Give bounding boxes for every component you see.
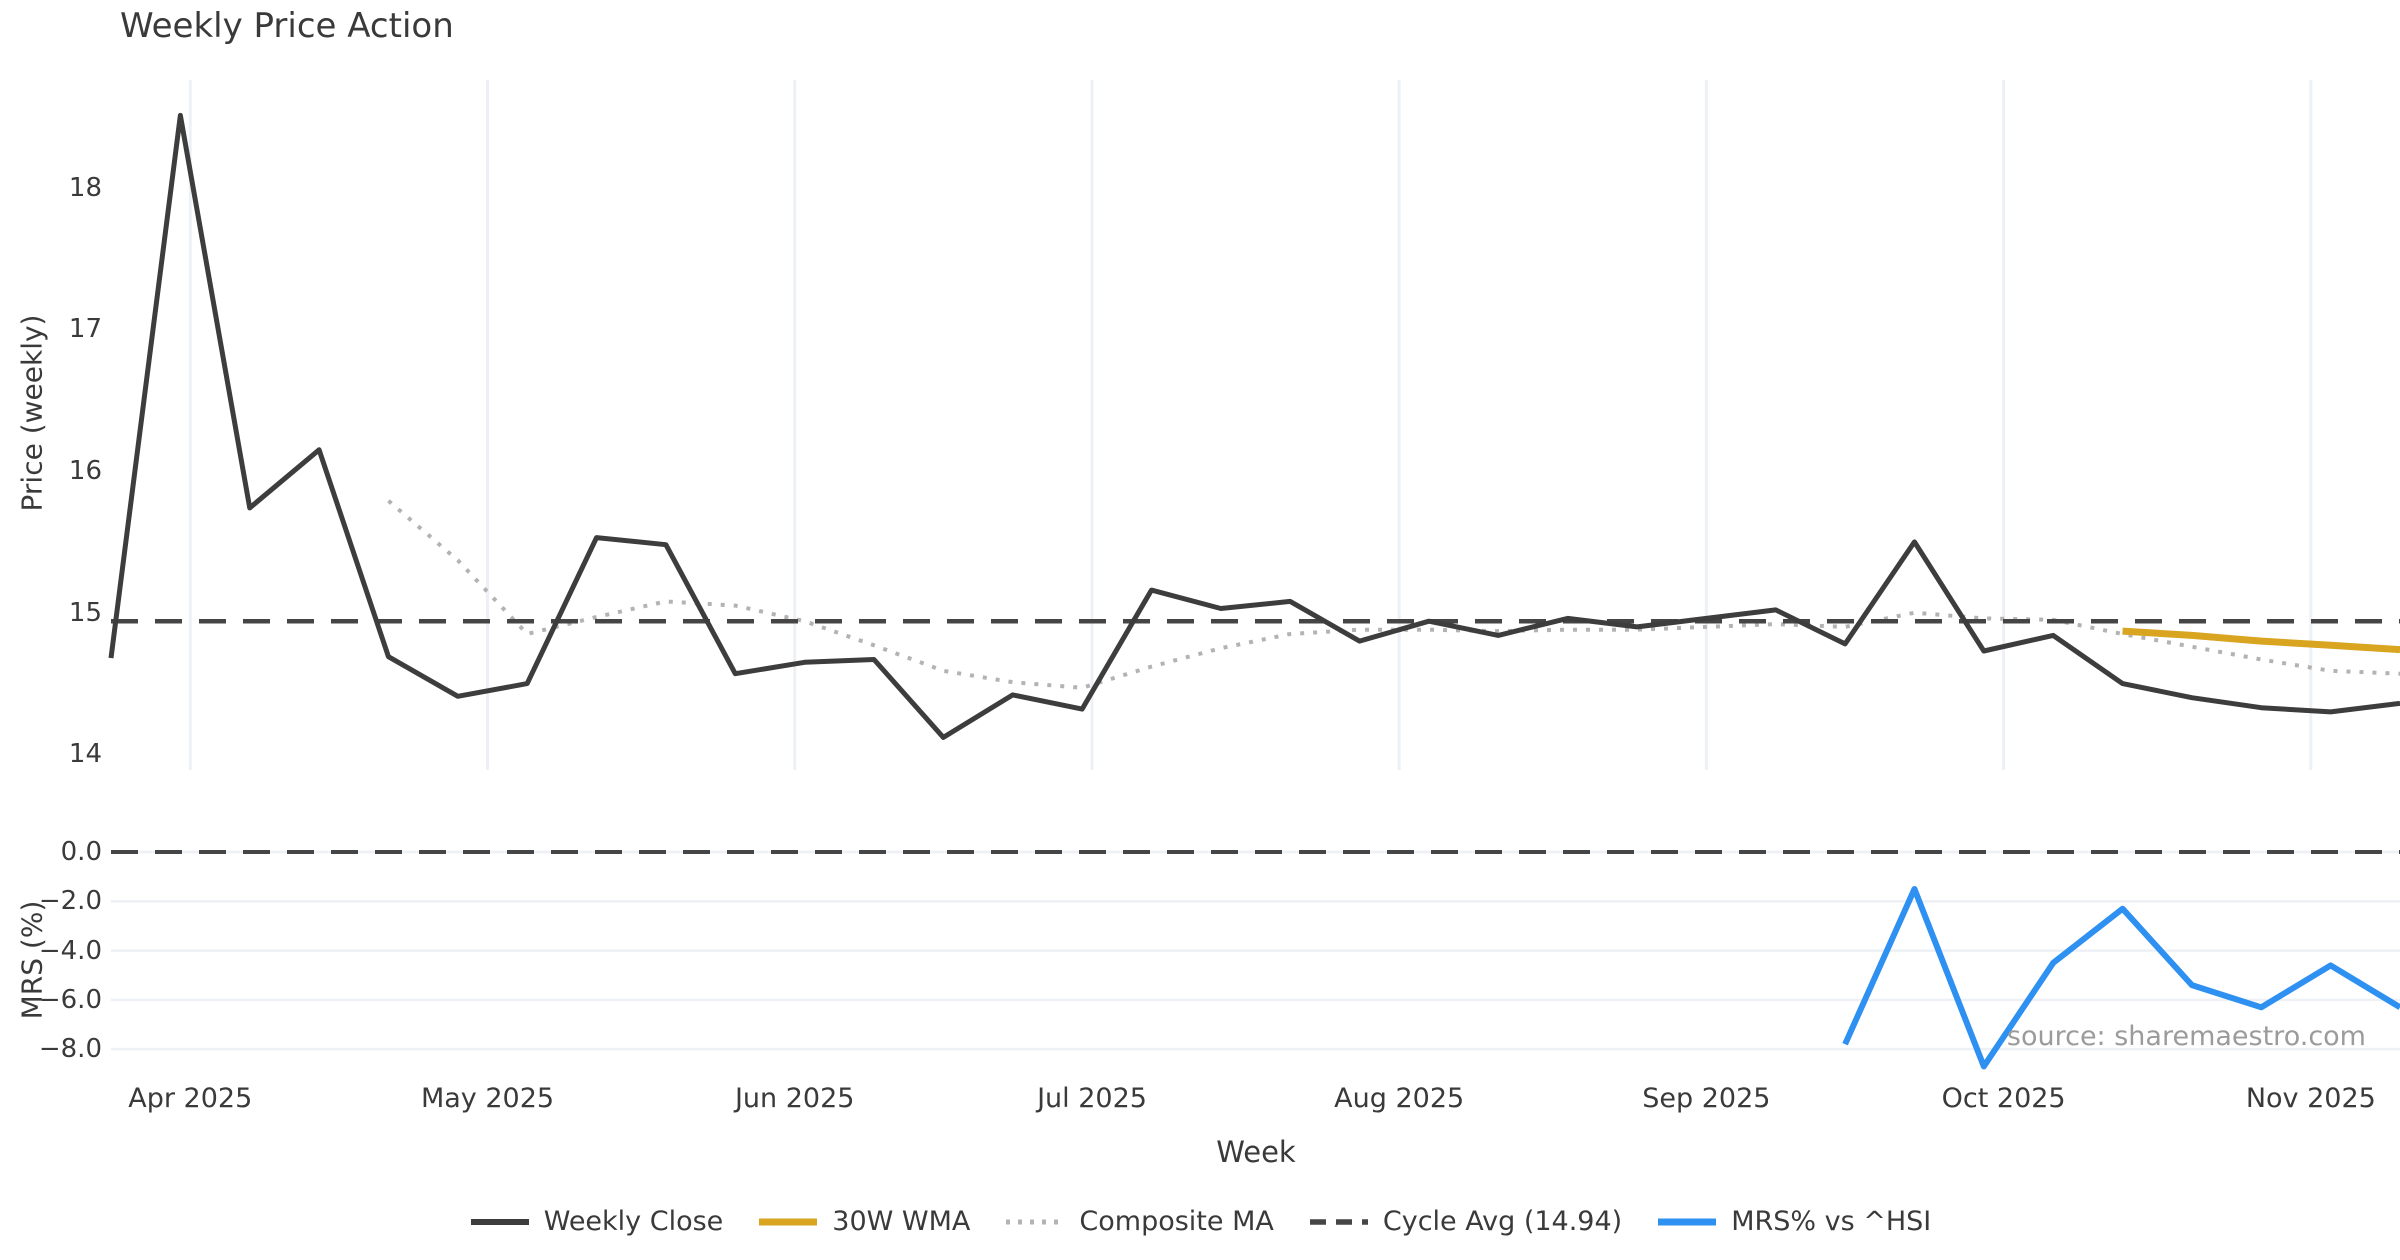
price-y-tick-label: 18 [68,172,102,203]
x-tick-label: Jun 2025 [734,1083,855,1114]
price-y-tick-label: 15 [68,597,102,628]
price-y-tick-label: 16 [68,456,102,487]
x-tick-label: Nov 2025 [2245,1083,2376,1114]
legend-label: Cycle Avg (14.94) [1382,1206,1623,1237]
x-tick-label: May 2025 [420,1083,555,1114]
price-y-tick-label: 17 [68,314,102,345]
mrs-y-tick-label: 0.0 [60,837,102,868]
series-weekly-close [108,112,2400,740]
x-tick-label: Jul 2025 [1037,1083,1147,1114]
legend: Weekly Close 30W WMA Composite MA Cycle Avg… [0,1206,2400,1237]
series-30w-wma [2122,627,2400,654]
mrs-y-tick-label: −6.0 [38,984,102,1015]
x-tick-label: Aug 2025 [1334,1083,1465,1114]
legend-label: MRS% vs ^HSI [1731,1206,1932,1237]
legend-item-30w-wma: 30W WMA [757,1206,970,1237]
legend-item-weekly-close: Weekly Close [469,1206,724,1237]
legend-label: Weekly Close [543,1206,724,1237]
legend-label: 30W WMA [832,1206,971,1237]
mrs-y-tick-label: −4.0 [38,935,102,966]
legend-swatch-weekly-close-icon [470,1218,529,1225]
mrs-y-tick-label: −8.0 [38,1034,102,1065]
x-tick-label: Apr 2025 [128,1083,253,1114]
legend-swatch-cycle-avg-14-94-icon [1309,1218,1368,1225]
legend-swatch-mrs-vs-hsi-icon [1658,1218,1717,1225]
legend-item-composite-ma: Composite MA [1004,1206,1274,1237]
x-tick-label: Oct 2025 [1941,1083,2066,1114]
legend-item-mrs-vs-hsi: MRS% vs ^HSI [1656,1206,1931,1237]
x-axis-label: Week [1216,1135,1296,1169]
mrs-y-tick-label: −2.0 [38,886,102,917]
legend-label: Composite MA [1079,1206,1274,1237]
x-tick-label: Sep 2025 [1642,1083,1771,1114]
legend-swatch-composite-ma-icon [1006,1219,1065,1224]
legend-item-cycle-avg-14-94: Cycle Avg (14.94) [1308,1206,1622,1237]
source-watermark: source: sharemaestro.com [2006,1021,2366,1052]
series-mrs-vs-hsi [1842,886,2400,1070]
page-title: Weekly Price Action [120,6,454,46]
price-y-tick-label: 14 [68,739,102,770]
legend-swatch-30w-wma-icon [759,1218,818,1225]
